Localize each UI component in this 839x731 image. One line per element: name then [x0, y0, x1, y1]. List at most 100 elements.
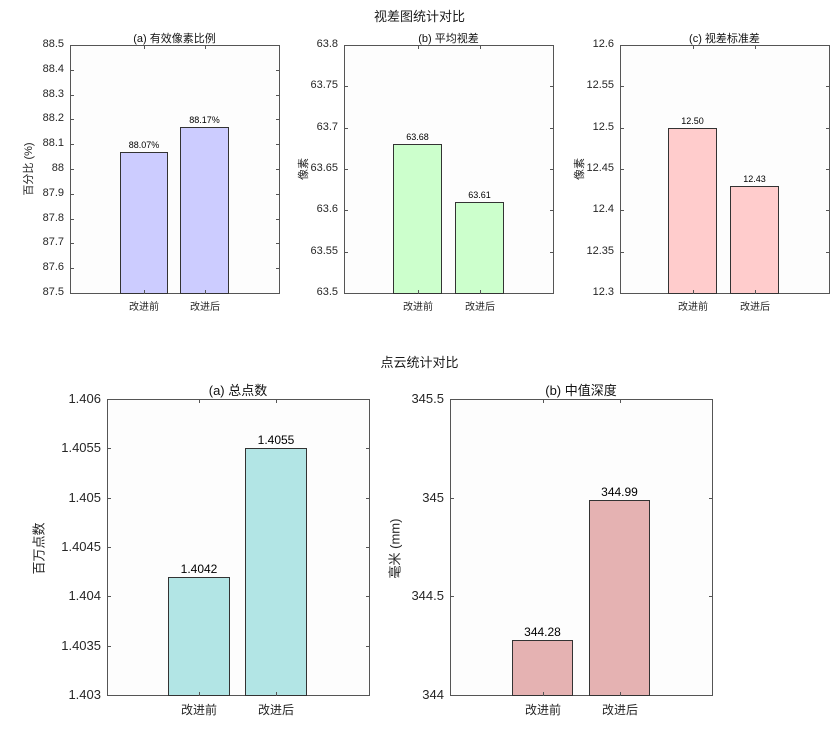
bar-value-label: 88.17%: [189, 114, 220, 125]
y-tick-mark-right: [709, 497, 713, 499]
bar-after[interactable]: [730, 185, 779, 294]
y-tick-mark: [344, 45, 348, 46]
x-tick-mark: [480, 290, 481, 294]
y-tick-label: 63.6: [316, 203, 338, 216]
y-tick-mark-right: [826, 127, 830, 129]
y-tick-mark-right: [276, 45, 280, 46]
y-tick-label: 88.5: [42, 38, 64, 50]
bar-before[interactable]: [393, 144, 442, 294]
x-tick-label: 改进前: [524, 703, 561, 717]
y-tick-mark-right: [826, 251, 830, 253]
x-tick-label: 改进后: [740, 302, 770, 313]
y-tick-mark-right: [276, 268, 280, 270]
y-tick-mark: [344, 86, 348, 88]
y-tick-mark: [107, 596, 111, 598]
y-tick-mark-right: [550, 169, 554, 170]
y-tick-mark: [620, 127, 624, 129]
bar-value-label: 344.99: [601, 484, 638, 499]
chart-title: (a) 总点数: [208, 383, 268, 398]
x-tick-mark-top: [480, 45, 481, 49]
y-tick-mark-right: [366, 399, 370, 400]
y-tick-label: 63.55: [310, 244, 338, 257]
x-tick-mark: [543, 692, 544, 696]
y-tick-label: 12.3: [592, 286, 614, 298]
bar-before[interactable]: [168, 576, 230, 696]
y-tick-label: 87.9: [42, 186, 64, 199]
y-tick-mark: [107, 645, 111, 647]
y-tick-mark: [70, 144, 74, 146]
y-tick-label: 87.7: [42, 236, 64, 249]
y-tick-mark-right: [276, 69, 280, 71]
y-tick-label: 12.4: [592, 203, 614, 216]
y-tick-label: 87.8: [42, 211, 64, 224]
x-tick-mark-top: [199, 399, 200, 403]
y-tick-label: 12.35: [586, 244, 614, 257]
bar-after[interactable]: [180, 126, 229, 294]
y-tick-mark: [620, 210, 624, 212]
x-tick-mark-top: [144, 45, 145, 49]
y-tick-mark: [70, 218, 74, 220]
y-tick-mark: [70, 243, 74, 245]
y-tick-mark: [70, 45, 74, 46]
bar-value-label: 1.4055: [257, 433, 295, 448]
x-tick-mark: [620, 692, 621, 696]
y-tick-label: 1.4035: [61, 637, 101, 653]
y-tick-mark: [344, 210, 348, 212]
x-tick-mark: [276, 692, 277, 696]
bar-value-label: 1.4042: [180, 561, 218, 576]
y-tick-label: 12.6: [592, 38, 614, 50]
y-tick-mark-right: [276, 218, 280, 220]
x-tick-mark-top: [276, 399, 277, 403]
y-tick-mark: [344, 169, 348, 170]
y-tick-mark: [70, 119, 74, 121]
bar-before[interactable]: [120, 151, 168, 294]
y-tick-label: 87.5: [42, 286, 64, 298]
bar-after[interactable]: [455, 202, 504, 294]
y-tick-mark-right: [550, 210, 554, 212]
y-tick-mark-right: [366, 596, 370, 598]
y-tick-mark: [344, 293, 348, 294]
y-tick-label: 88.1: [42, 137, 64, 150]
y-tick-label: 87.6: [42, 261, 64, 274]
y-tick-label: 344.5: [411, 588, 444, 604]
chart-axes: [70, 45, 280, 294]
x-tick-mark: [418, 290, 419, 294]
y-tick-label: 344: [422, 687, 444, 702]
y-tick-label: 88.3: [42, 87, 64, 100]
x-tick-mark-top: [543, 399, 544, 403]
y-tick-label: 12.55: [586, 79, 614, 92]
y-tick-mark: [70, 268, 74, 270]
y-tick-mark-right: [366, 448, 370, 450]
y-tick-mark: [620, 169, 624, 170]
top-figure-title: 视差图统计对比: [373, 9, 465, 24]
y-tick-label: 1.403: [68, 687, 101, 702]
y-axis-label: 百分比 (%): [23, 142, 35, 196]
y-tick-mark: [107, 399, 111, 400]
bar-value-label: 63.68: [406, 132, 429, 143]
y-tick-mark-right: [709, 399, 713, 400]
bar-value-label: 63.61: [468, 190, 491, 201]
y-tick-mark-right: [366, 645, 370, 647]
y-tick-mark: [70, 69, 74, 71]
bar-before[interactable]: [668, 127, 717, 294]
y-tick-mark-right: [550, 127, 554, 129]
y-tick-mark-right: [550, 45, 554, 46]
y-tick-label: 1.404: [68, 588, 101, 604]
y-tick-label: 63.8: [316, 38, 338, 50]
y-tick-mark: [620, 45, 624, 46]
y-tick-mark-right: [276, 144, 280, 146]
y-tick-mark-right: [276, 94, 280, 96]
y-tick-mark-right: [826, 169, 830, 170]
bar-before[interactable]: [512, 639, 573, 696]
y-tick-mark-right: [826, 45, 830, 46]
y-tick-mark: [344, 251, 348, 253]
chart-axes: [620, 45, 830, 294]
bar-after[interactable]: [589, 499, 650, 696]
bar-after[interactable]: [245, 448, 307, 696]
y-tick-mark-right: [276, 293, 280, 294]
y-tick-mark-right: [550, 293, 554, 294]
y-tick-mark: [107, 448, 111, 450]
y-tick-mark: [107, 497, 111, 499]
y-tick-label: 63.5: [316, 286, 338, 298]
y-tick-mark-right: [366, 695, 370, 696]
